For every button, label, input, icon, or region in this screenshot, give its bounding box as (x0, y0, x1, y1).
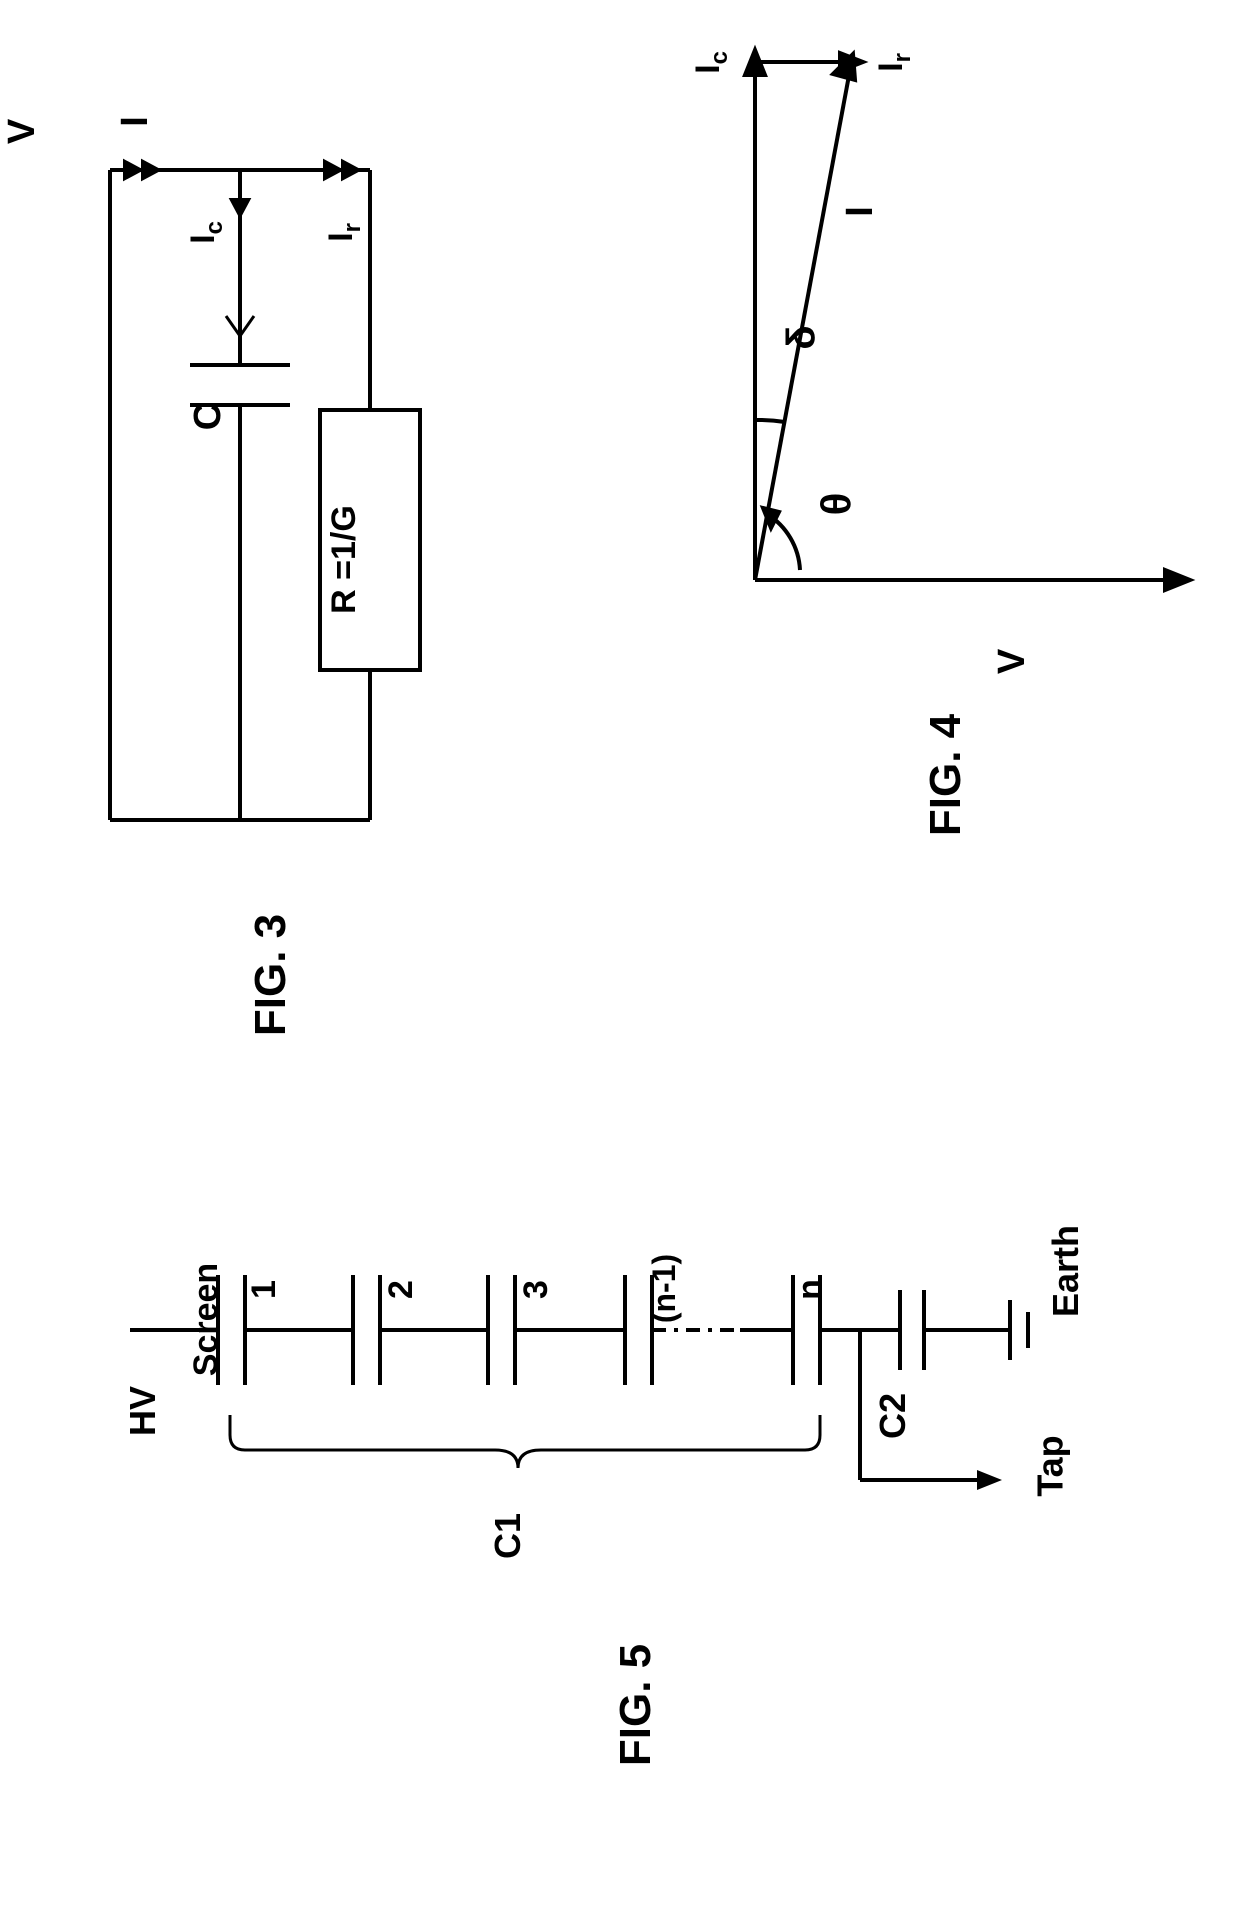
fig4-Ir: Ir (872, 53, 917, 72)
fig4-I: I (839, 206, 882, 217)
fig5-Screen: Screen (187, 1263, 226, 1376)
fig5-C1: C1 (487, 1513, 529, 1559)
fig3-R: R =1/G (325, 505, 364, 614)
fig5-sn: n (791, 1279, 830, 1300)
fig5-s3: 3 (517, 1280, 556, 1299)
fig5-sn1: (n-1) (646, 1254, 683, 1323)
fig5-s1: 1 (245, 1280, 284, 1299)
fig5-Tap: Tap (1030, 1435, 1072, 1496)
fig3-V: V (1, 119, 44, 144)
fig4-delta: δ (780, 325, 825, 349)
fig3-circuit (40, 40, 440, 860)
fig3-caption: FIG. 3 (246, 914, 296, 1036)
fig4-V: V (991, 649, 1034, 674)
fig3-Ir: Ir (322, 223, 367, 242)
fig5-s2: 2 (382, 1280, 421, 1299)
fig4-Ic: Ic (689, 51, 734, 74)
fig5-Earth: Earth (1045, 1225, 1087, 1317)
fig4-theta: θ (812, 493, 860, 516)
fig5-HV: HV (122, 1386, 164, 1436)
fig4-phasor (645, 0, 1205, 710)
fig3-C: C (187, 403, 230, 430)
fig4-caption: FIG. 4 (921, 714, 971, 836)
fig3-Ic: Ic (184, 221, 229, 244)
fig5-caption: FIG. 5 (611, 1644, 661, 1766)
fig5-C2: C2 (872, 1393, 914, 1439)
fig3-I: I (114, 116, 157, 127)
